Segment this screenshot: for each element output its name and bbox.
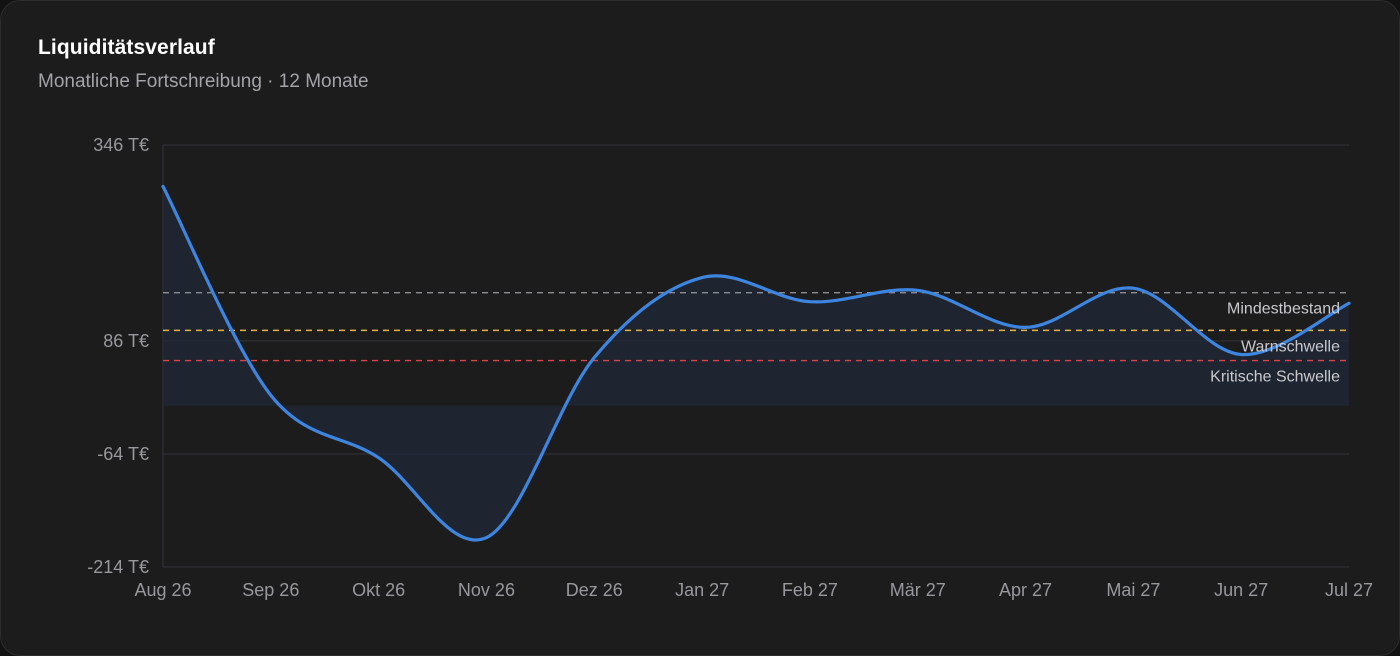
data-point — [376, 455, 382, 461]
series-area — [163, 186, 1349, 541]
x-tick-label: Mai 27 — [1106, 580, 1160, 600]
data-point — [268, 392, 274, 398]
data-point — [1130, 285, 1136, 291]
x-tick-label: Jul 27 — [1325, 580, 1373, 600]
x-tick-label: Jun 27 — [1214, 580, 1268, 600]
data-point — [160, 183, 166, 189]
chart-title: Liquiditätsverlauf — [38, 36, 215, 59]
threshold-label-3: Kritische Schwelle — [1210, 369, 1340, 386]
data-point — [591, 355, 597, 361]
x-tick-label: Feb 27 — [782, 580, 838, 600]
data-point — [1346, 300, 1352, 306]
data-point — [1023, 324, 1029, 330]
x-tick-label: Sep 26 — [242, 580, 299, 600]
y-tick-label: -64 T€ — [97, 444, 149, 464]
data-point — [699, 275, 705, 281]
x-tick-label: Jan 27 — [675, 580, 729, 600]
x-tick-label: Okt 26 — [352, 580, 405, 600]
threshold-label-2: Warnschwelle — [1241, 338, 1340, 355]
threshold-label-1: Mindestbestand — [1227, 301, 1340, 318]
y-tick-label: 86 T€ — [103, 331, 149, 351]
series-line — [161, 184, 1351, 542]
chart-subtitle: Monatliche Fortschreibung · 12 Monate — [38, 71, 369, 92]
y-tick-label: -214 T€ — [87, 557, 149, 577]
data-point — [915, 287, 921, 293]
x-tick-label: Apr 27 — [999, 580, 1052, 600]
data-point — [484, 535, 490, 541]
x-tick-label: Mär 27 — [890, 580, 946, 600]
x-tick-label: Aug 26 — [134, 580, 191, 600]
x-tick-label: Dez 26 — [566, 580, 623, 600]
data-point — [807, 299, 813, 305]
x-tick-label: Nov 26 — [458, 580, 515, 600]
y-tick-label: 346 T€ — [93, 135, 149, 155]
